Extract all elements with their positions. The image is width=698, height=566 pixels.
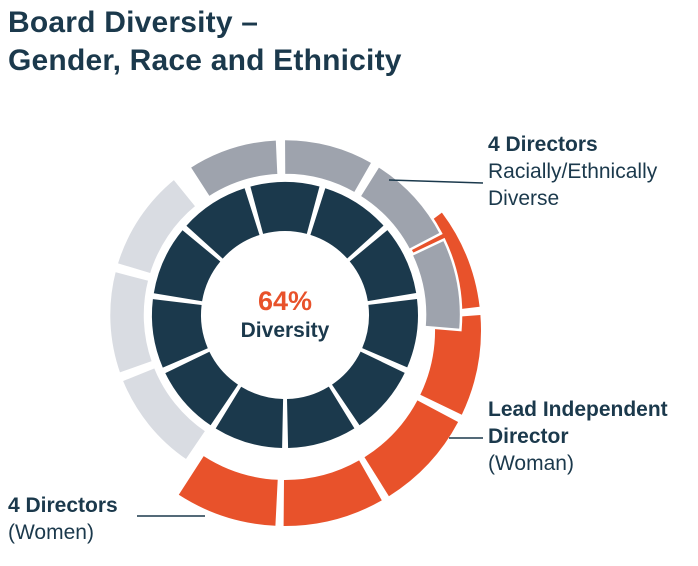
board-ring-segment	[151, 299, 208, 368]
other-arc-segment	[119, 365, 209, 463]
donut-center-value: 64%	[257, 286, 313, 316]
callout-title: 4 Directors	[488, 133, 598, 156]
callout-title: 4 Directors	[8, 494, 118, 517]
diverse-arc-segment	[409, 237, 463, 332]
callout-title: Lead Independent	[488, 398, 668, 421]
women-arc-segment	[420, 315, 481, 415]
women-arc-segment	[364, 400, 459, 497]
board-ring-segment	[250, 181, 320, 234]
callout-body-line: (Women)	[8, 521, 94, 544]
callout-lead-independent-director: Lead Independent Director (Woman)	[488, 396, 668, 477]
board-ring-segment	[153, 230, 221, 302]
callout-title: Director	[488, 425, 569, 448]
page-title-line2: Gender, Race and Ethnicity	[8, 44, 402, 77]
page-title: Board Diversity – Gender, Race and Ethni…	[8, 4, 402, 80]
other-arc-segment	[114, 176, 199, 277]
callout-women: 4 Directors (Women)	[8, 492, 118, 546]
board-ring-segment	[215, 386, 284, 448]
callout-body-line: Racially/Ethnically	[488, 160, 658, 183]
callout-body-line: Diverse	[488, 187, 560, 210]
board-ring-segment	[362, 299, 418, 368]
board-ring-segment	[310, 188, 384, 259]
women-arc-segment	[178, 456, 278, 526]
other-arc-segment	[107, 269, 155, 376]
board-ring-segment	[186, 188, 260, 259]
donut-center: 64% Diversity	[175, 285, 395, 344]
callout-racially-diverse: 4 Directors Racially/Ethnically Diverse	[488, 131, 657, 212]
board-ring-segment	[287, 386, 355, 448]
diverse-arc-segment	[282, 137, 375, 196]
board-ring-segment	[349, 230, 417, 302]
callout-line-racially-diverse	[388, 179, 484, 184]
page-title-line1: Board Diversity –	[8, 6, 259, 39]
board-ring-segment	[332, 351, 405, 426]
diverse-arc-segment	[357, 164, 443, 252]
callout-body-line: (Woman)	[488, 452, 574, 475]
board-ring-segment	[165, 351, 238, 426]
donut-center-label: Diversity	[240, 319, 330, 342]
diverse-arc-segment	[187, 137, 280, 200]
women-arc-segment	[283, 460, 382, 527]
